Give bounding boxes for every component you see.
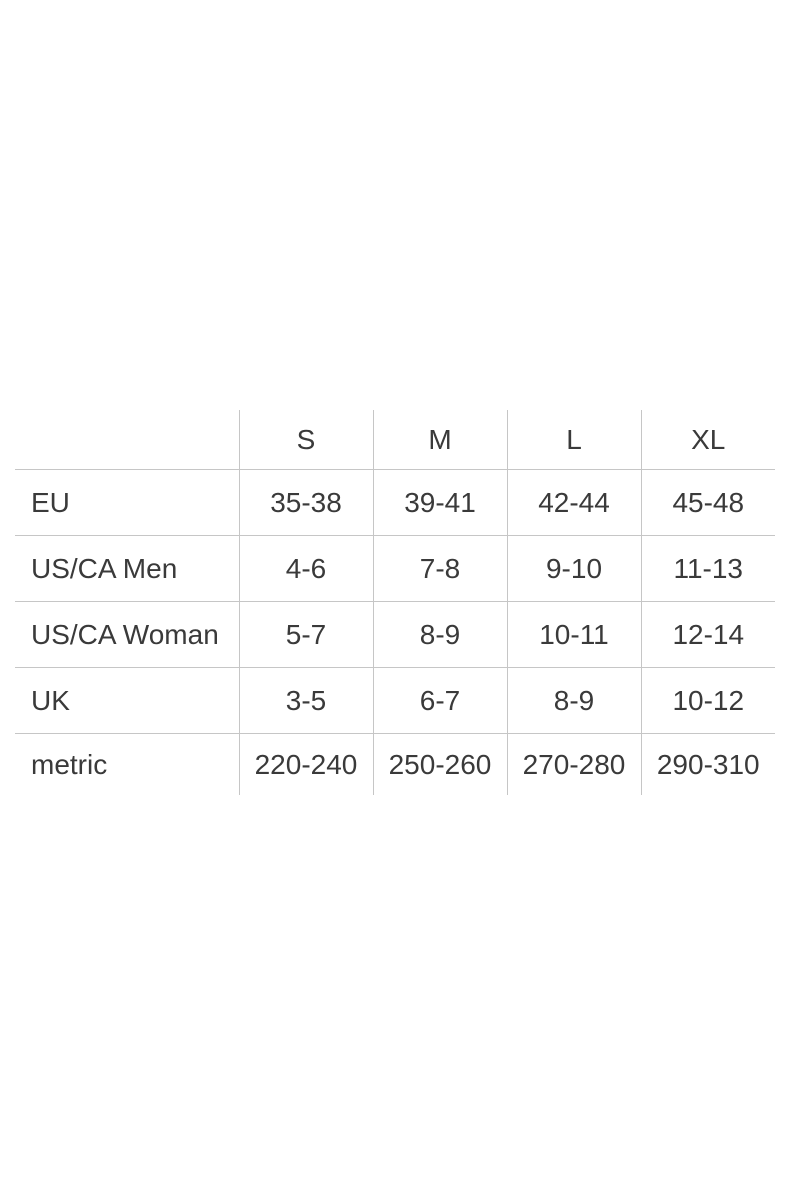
table-row-metric: metric 220-240 250-260 270-280 290-310 [15, 733, 775, 795]
cell-men-xl: 11-13 [640, 535, 775, 602]
cell-men-l: 9-10 [506, 535, 642, 602]
cell-men-s: 4-6 [238, 535, 374, 602]
table-row-usca-woman: US/CA Woman 5-7 8-9 10-11 12-14 [15, 601, 775, 668]
row-label-metric: metric [15, 733, 240, 795]
row-label-uk: UK [15, 667, 240, 734]
cell-woman-xl: 12-14 [640, 601, 775, 668]
cell-uk-s: 3-5 [238, 667, 374, 734]
header-cell-m: M [372, 410, 508, 470]
cell-eu-s: 35-38 [238, 469, 374, 536]
cell-eu-m: 39-41 [372, 469, 508, 536]
cell-uk-xl: 10-12 [640, 667, 775, 734]
header-cell-s: S [238, 410, 374, 470]
header-row: S M L XL [15, 410, 775, 470]
cell-metric-xl: 290-310 [640, 733, 775, 795]
row-label-eu: EU [15, 469, 240, 536]
cell-metric-l: 270-280 [506, 733, 642, 795]
cell-eu-xl: 45-48 [640, 469, 775, 536]
table-row-usca-men: US/CA Men 4-6 7-8 9-10 11-13 [15, 535, 775, 602]
row-label-usca-woman: US/CA Woman [15, 601, 240, 668]
size-conversion-table: S M L XL EU 35-38 39-41 42-44 45-48 US/C… [15, 410, 775, 795]
cell-woman-m: 8-9 [372, 601, 508, 668]
header-cell-xl: XL [640, 410, 775, 470]
cell-woman-s: 5-7 [238, 601, 374, 668]
cell-men-m: 7-8 [372, 535, 508, 602]
cell-metric-s: 220-240 [238, 733, 374, 795]
header-cell-l: L [506, 410, 642, 470]
table-row-uk: UK 3-5 6-7 8-9 10-12 [15, 667, 775, 734]
table-row-eu: EU 35-38 39-41 42-44 45-48 [15, 469, 775, 536]
cell-woman-l: 10-11 [506, 601, 642, 668]
cell-metric-m: 250-260 [372, 733, 508, 795]
row-label-usca-men: US/CA Men [15, 535, 240, 602]
cell-eu-l: 42-44 [506, 469, 642, 536]
header-cell-blank [15, 410, 240, 470]
cell-uk-m: 6-7 [372, 667, 508, 734]
cell-uk-l: 8-9 [506, 667, 642, 734]
